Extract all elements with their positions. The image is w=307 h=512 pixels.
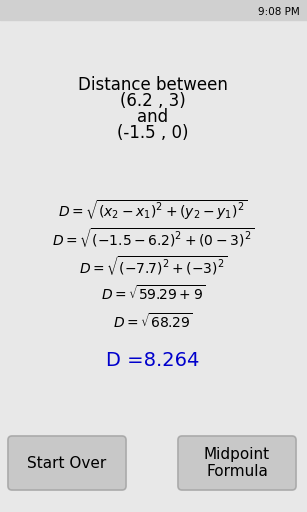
Text: $D =\sqrt{(-1.5 - 6.2)^2 + (0 - 3)^2}$: $D =\sqrt{(-1.5 - 6.2)^2 + (0 - 3)^2}$: [52, 226, 254, 250]
Text: Start Over: Start Over: [27, 456, 107, 471]
Text: $D =\sqrt{59.29 + 9}$: $D =\sqrt{59.29 + 9}$: [101, 285, 205, 304]
Text: Midpoint
Formula: Midpoint Formula: [204, 447, 270, 479]
Text: $D =\sqrt{(x_2 - x_1)^2 + (y_2 - y_1)^2}$: $D =\sqrt{(x_2 - x_1)^2 + (y_2 - y_1)^2}…: [58, 198, 248, 222]
FancyBboxPatch shape: [178, 436, 296, 490]
FancyBboxPatch shape: [8, 436, 126, 490]
Text: $D =\sqrt{(-7.7)^2 + (-3)^2}$: $D =\sqrt{(-7.7)^2 + (-3)^2}$: [79, 254, 227, 278]
Bar: [0, 0, 307, 20]
Text: 9:08 PM: 9:08 PM: [258, 7, 300, 17]
Text: and: and: [138, 108, 169, 126]
Text: (-1.5 , 0): (-1.5 , 0): [117, 124, 189, 142]
Text: Distance between: Distance between: [78, 76, 228, 94]
Text: D =8.264: D =8.264: [106, 351, 200, 370]
Text: $D =\sqrt{68.29}$: $D =\sqrt{68.29}$: [113, 312, 193, 331]
Text: (6.2 , 3): (6.2 , 3): [120, 92, 186, 110]
